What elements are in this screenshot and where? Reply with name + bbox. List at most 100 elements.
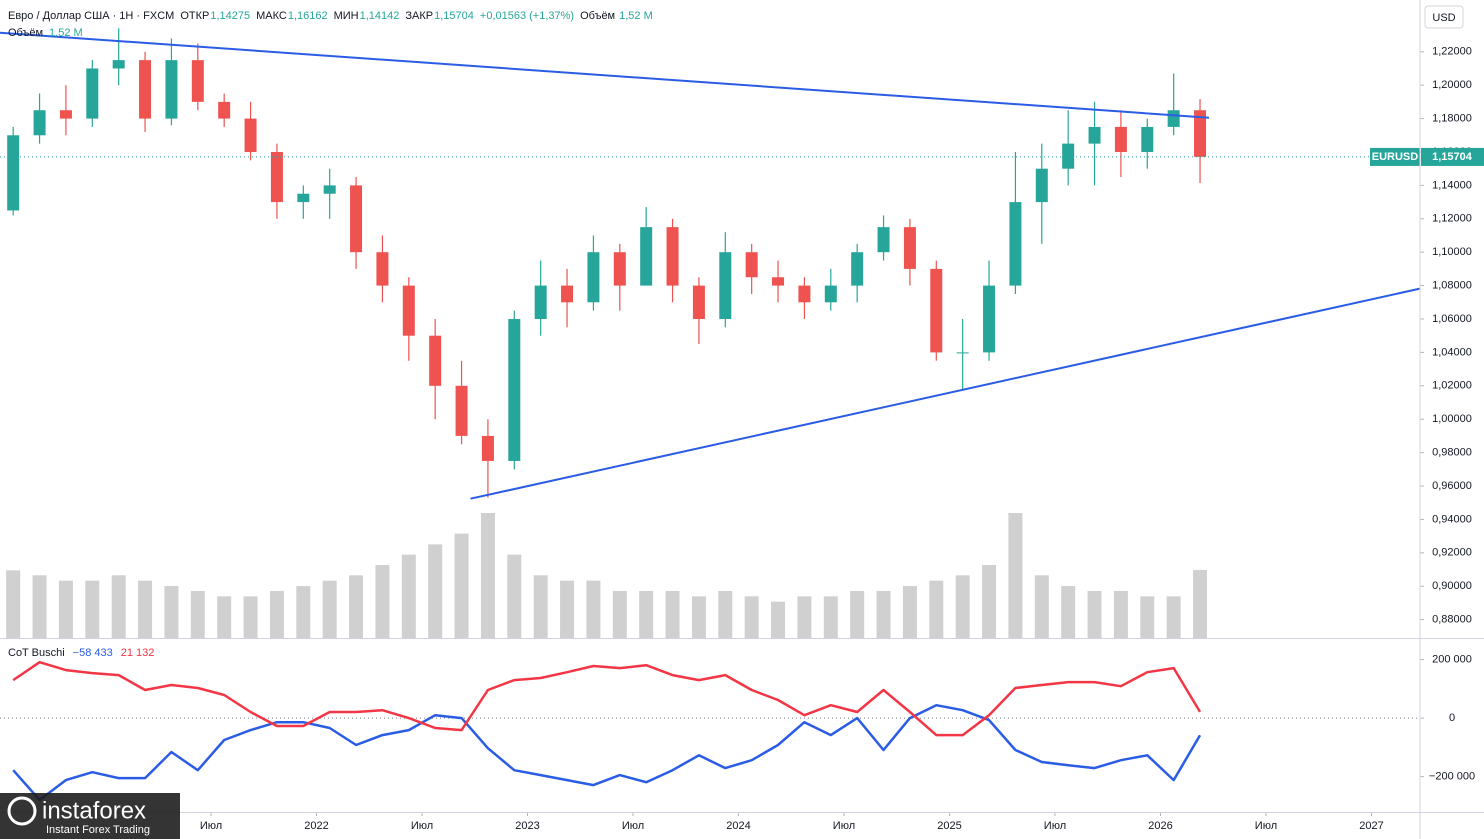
x-tick-label: 2024	[726, 820, 750, 832]
watermark: instaforex Instant Forex Trading	[0, 793, 180, 839]
candle-body	[1167, 110, 1180, 127]
legend-key: МИН	[334, 10, 359, 22]
y-tick-label: 1,14000	[1432, 179, 1472, 191]
price-label: 1,15704	[1432, 151, 1473, 163]
volume-bar	[507, 554, 522, 638]
volume-bar	[269, 590, 284, 638]
volume-bar	[691, 596, 706, 638]
cot-title: CoT Buschi	[8, 647, 65, 659]
candle-body	[851, 252, 864, 286]
y-tick-label: 0,88000	[1432, 614, 1472, 626]
y-tick-label: 1,10000	[1432, 246, 1472, 258]
candle-body	[772, 277, 785, 286]
candle-body	[270, 151, 283, 203]
volume-bar	[349, 575, 364, 638]
watermark-brand: instaforex	[42, 797, 146, 824]
candle-body	[86, 68, 99, 119]
candle-body	[402, 285, 415, 336]
x-tick-label: Июл	[622, 820, 644, 832]
volume-bar	[533, 575, 548, 638]
candle-body	[191, 60, 204, 102]
x-tick-label: 2027	[1359, 820, 1383, 832]
y-tick-label: 0,96000	[1432, 480, 1472, 492]
volume-bar	[982, 564, 997, 638]
y-tick-label: 1,18000	[1432, 112, 1472, 124]
y-tick-label: 1,22000	[1432, 46, 1472, 58]
volume-legend: Объём 1,52 M	[8, 27, 83, 39]
cot-line	[12, 703, 1202, 802]
cot-value: −58 433	[73, 647, 113, 659]
currency: USD	[1432, 12, 1455, 24]
volume-bar	[296, 586, 311, 638]
volume-bar	[6, 570, 21, 638]
volume-bar	[85, 580, 100, 638]
candle-body	[587, 252, 600, 303]
legend-title: Евро / Доллар США · 1Н · FXCM	[8, 10, 174, 22]
x-tick-label: Июл	[200, 820, 222, 832]
candle-body	[983, 285, 996, 353]
volume-bar	[718, 590, 733, 638]
candle-body	[112, 60, 125, 69]
volume-bar	[480, 513, 495, 638]
volume-bar	[612, 590, 627, 638]
candle-body	[561, 285, 574, 303]
legend-value: 1,16162	[288, 10, 328, 22]
volume-bar	[771, 601, 786, 638]
candle-body	[930, 268, 943, 353]
y-tick-label: 200 000	[1432, 654, 1472, 666]
candle-body	[244, 118, 257, 152]
volume-bar	[1034, 575, 1049, 638]
volume-bar	[111, 575, 126, 638]
candle-body	[323, 185, 336, 194]
legend-header: Евро / Доллар США · 1Н · FXCM ОТКР1,14275…	[8, 10, 653, 22]
volume-bar	[454, 533, 469, 638]
candle-body	[1009, 202, 1022, 286]
y-tick-label: 0,98000	[1432, 447, 1472, 459]
candle-body	[824, 285, 837, 303]
volume-value: 1,52 M	[619, 10, 653, 22]
candle-body	[1141, 126, 1154, 152]
legend-key: ЗАКР	[405, 10, 433, 22]
candle-body	[1062, 143, 1075, 169]
y-tick-label: 0	[1449, 712, 1455, 724]
candle-body	[534, 285, 547, 319]
legend-value: 1,14142	[360, 10, 400, 22]
cot-line	[12, 660, 1202, 737]
y-tick-label: 1,00000	[1432, 413, 1472, 425]
volume-bar	[1008, 513, 1023, 638]
volume-bar	[401, 554, 416, 638]
volume-bar	[1166, 596, 1181, 638]
y-tick-label: 1,04000	[1432, 346, 1472, 358]
y-tick-label: 0,92000	[1432, 547, 1472, 559]
candle-body	[481, 435, 494, 461]
legend-value: 1,14275	[210, 10, 250, 22]
candle-body	[218, 101, 231, 119]
volume-bar	[586, 580, 601, 638]
candle-body	[59, 110, 72, 119]
currency-box[interactable]	[1424, 5, 1464, 29]
y-tick-label: 1,02000	[1432, 380, 1472, 392]
candle-body	[798, 285, 811, 303]
trendline	[0, 31, 1210, 119]
x-tick-label: 2022	[304, 820, 328, 832]
candle-body	[1194, 110, 1207, 157]
legend-value: +0,01563 (+1,37%)	[480, 10, 574, 22]
volume-title: Объём	[580, 10, 615, 22]
x-tick-label: 2023	[515, 820, 539, 832]
candle-body	[956, 352, 969, 354]
candle-body	[7, 135, 20, 211]
x-tick-label: Июл	[833, 820, 855, 832]
volume-bar	[32, 575, 47, 638]
volume-bar	[217, 596, 232, 638]
volume-bar	[823, 596, 838, 638]
volume-bar	[243, 596, 258, 638]
y-tick-label: 1,12000	[1432, 213, 1472, 225]
volume-title: Объём	[8, 27, 43, 39]
volume-bar	[58, 580, 73, 638]
y-tick-label: 1,08000	[1432, 280, 1472, 292]
candle-body	[692, 285, 705, 319]
volume-bar	[560, 580, 575, 638]
candle-body	[165, 60, 178, 119]
cot-value: 21 132	[121, 647, 155, 659]
